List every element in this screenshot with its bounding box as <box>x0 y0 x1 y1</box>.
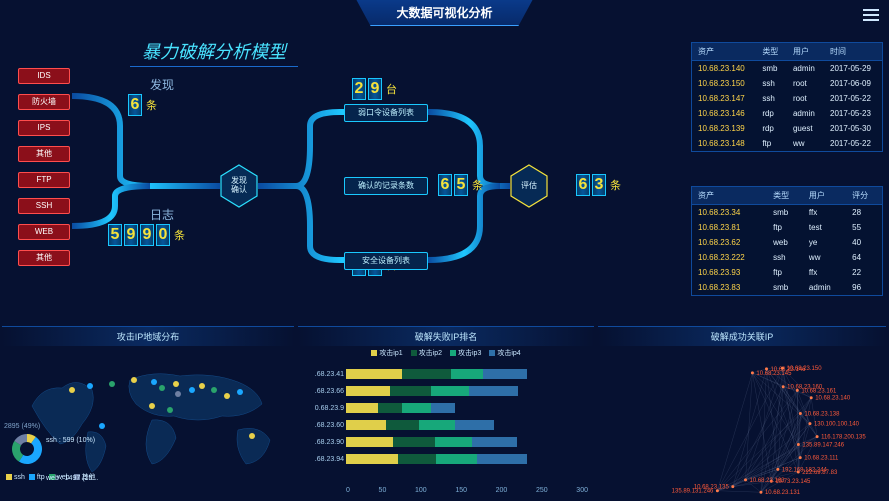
svg-text:116.178.200.135: 116.178.200.135 <box>821 435 866 441</box>
source-防火墙[interactable]: 防火墙 <box>18 94 70 110</box>
svg-text:10.68.23.138: 10.68.23.138 <box>804 412 840 418</box>
model-title: 暴力破解分析模型 <box>130 36 298 67</box>
source-ftp[interactable]: FTP <box>18 172 70 188</box>
flow-confirmed[interactable]: 确认的记录条数 <box>344 177 428 195</box>
source-其他[interactable]: 其他 <box>18 250 70 266</box>
table-scores: 资产类型用户评分10.68.23.34smbffx2810.68.23.81ft… <box>691 186 883 296</box>
flow-diagram: 暴力破解分析模型 IDS防火墙IPS其他FTPSSHWEB其他 发现 日志 6条… <box>0 26 680 306</box>
flow-safe-dev[interactable]: 安全设备列表 <box>344 252 428 270</box>
hex-discover: 发现 确认 <box>220 164 258 208</box>
svg-text:192.168.182.244: 192.168.182.244 <box>782 467 828 473</box>
table-attacks: 资产类型用户时间10.68.23.140smbadmin2017-05-2910… <box>691 42 883 152</box>
svg-text:10.68.23.140: 10.68.23.140 <box>815 396 851 402</box>
page-title: 大数据可视化分析 <box>356 0 532 26</box>
svg-text:10.68.23.111: 10.68.23.111 <box>804 456 839 462</box>
svg-text:10.68.23.163: 10.68.23.163 <box>749 478 785 484</box>
source-ids[interactable]: IDS <box>18 68 70 84</box>
source-其他[interactable]: 其他 <box>18 146 70 162</box>
svg-text:135.89.131.246: 135.89.131.246 <box>672 489 714 495</box>
source-ssh[interactable]: SSH <box>18 198 70 214</box>
svg-text:135.89.147.246: 135.89.147.246 <box>802 442 844 448</box>
menu-icon[interactable] <box>863 6 879 24</box>
panel-barchart: 破解失败IP排名 攻击ip1攻击ip2攻击ip3攻击ip4 .68.23.41.… <box>298 326 594 498</box>
group2-label: 日志 <box>150 206 174 223</box>
hex-evaluate: 评估 <box>510 164 548 208</box>
panel-radial: 破解成功关联IP 10.68.23.14510.68.23.14610.68.2… <box>598 326 886 498</box>
svg-text:10.68.23.131: 10.68.23.131 <box>765 490 801 496</box>
source-web[interactable]: WEB <box>18 224 70 240</box>
flow-weak-pwd[interactable]: 弱口令设备列表 <box>344 104 428 122</box>
svg-text:10.68.23.150: 10.68.23.150 <box>787 366 823 372</box>
svg-text:130.100.100.140: 130.100.100.140 <box>814 422 860 428</box>
donut-chart <box>8 430 46 468</box>
group1-label: 发现 <box>150 76 174 93</box>
svg-text:10.68.23.161: 10.68.23.161 <box>801 388 837 394</box>
source-ips[interactable]: IPS <box>18 120 70 136</box>
panel-world: 攻击IP地域分布 sshftpweb其他 ssh : 599 (10%) web… <box>2 326 294 498</box>
